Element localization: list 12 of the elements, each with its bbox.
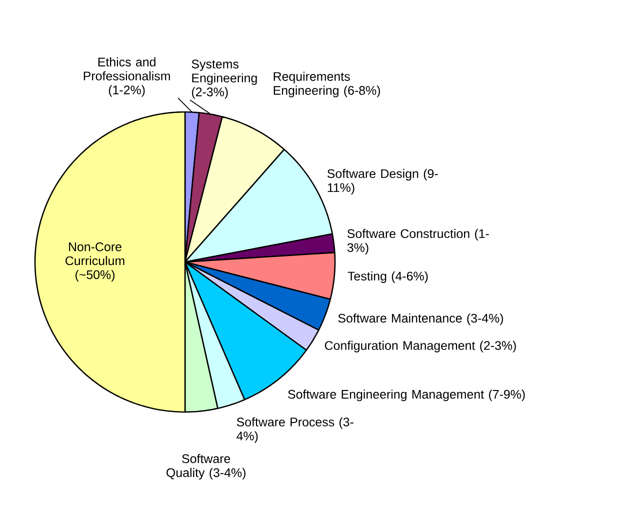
slice-label: Non-Core Curriculum (~50%) — [66, 242, 124, 282]
slice-label: Software Engineering Management (7-9%) — [288, 390, 525, 402]
slice-label: Software Process (3-4%) — [236, 417, 354, 443]
slice-label: Testing (4-6%) — [348, 271, 428, 283]
slice-label: Software Construction (1-3%) — [347, 228, 489, 254]
slice-label: Ethics and Professionalism (1-2%) — [84, 57, 170, 97]
slice-label: Software Quality (3-4%) — [166, 454, 246, 480]
slice-label: Software Maintenance (3-4%) — [338, 313, 504, 326]
slice-label: Configuration Management (2-3%) — [324, 340, 516, 352]
slice-label: Requirements Engineering (6-8%) — [274, 72, 380, 98]
slice-label: Software Design (9-11%) — [327, 168, 438, 194]
slice-label: Systems Engineering (2-3%) — [192, 60, 257, 99]
